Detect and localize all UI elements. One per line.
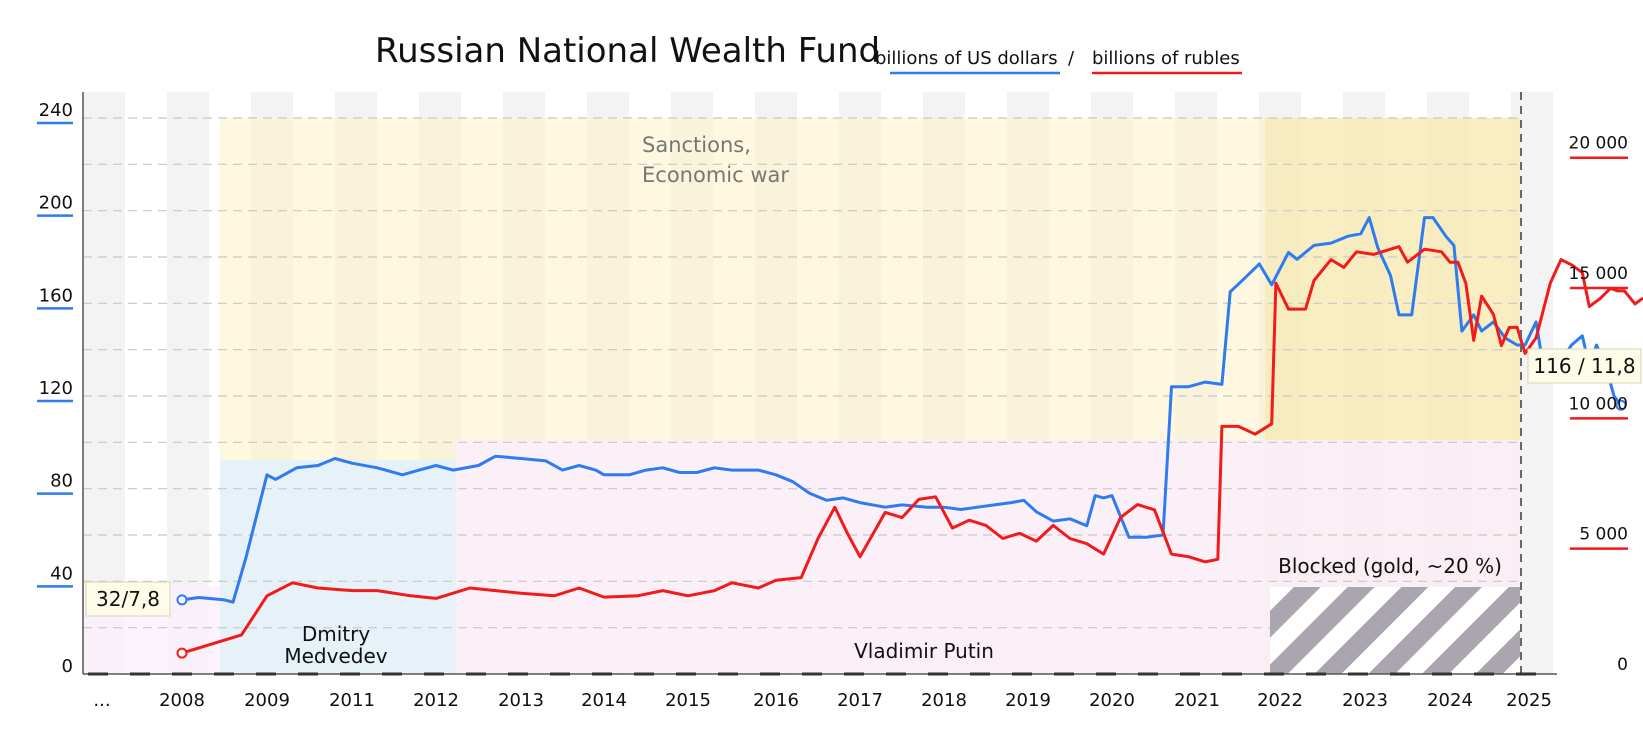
- x-tick-label: 2023: [1342, 690, 1388, 711]
- y-left-tick-label: 240: [39, 100, 73, 121]
- x-tick-label: 2013: [498, 690, 544, 711]
- x-tick-label: 2012: [413, 690, 459, 711]
- x-tick-label: 2021: [1174, 690, 1220, 711]
- background-band: [167, 92, 209, 674]
- usd-series-line: [181, 216, 1623, 604]
- x-tick-label: 2025: [1506, 690, 1552, 711]
- axis-labels: 0 40 80 120 160 200 240 0 5 000 10 000 15 000 20 00…: [37, 100, 1628, 711]
- axes: [82, 92, 1557, 676]
- putin-label: Vladimir Putin: [854, 639, 994, 663]
- blocked-hatch-region: [1270, 587, 1520, 674]
- sanctions-label: Sanctions,: [642, 133, 751, 157]
- x-tick-label: 2019: [1005, 690, 1051, 711]
- series-end-marker: [1615, 399, 1627, 411]
- y-right-tick-label: 10 000: [1569, 394, 1628, 414]
- y-left-tick-label: 120: [39, 378, 73, 399]
- x-tick-label: 2008: [159, 690, 205, 711]
- x-tick-label: 2018: [921, 690, 967, 711]
- annotations: 32/7,8 116 / 11,8 Sanctions, Economic war Dm…: [85, 133, 1642, 668]
- y-left-tick-label: 40: [50, 563, 73, 584]
- y-left-tick-label: 0: [62, 656, 73, 677]
- end-value-label: 116 / 11,8: [1533, 354, 1635, 378]
- medvedev-shading: [220, 460, 456, 674]
- x-tick-label: 2015: [665, 690, 711, 711]
- y-left-tick-label: 160: [39, 285, 73, 306]
- y-left-tick-label: 200: [39, 193, 73, 214]
- subtitle-rub: billions of rubles: [1092, 48, 1240, 69]
- x-tick-label: 2011: [329, 690, 375, 711]
- subtitle-usd: billions of US dollars: [875, 48, 1058, 69]
- x-tick-label: 2009: [244, 690, 290, 711]
- series-start-marker: [176, 594, 188, 606]
- x-tick-label: ...: [93, 690, 110, 711]
- chart-title: Russian National Wealth Fund: [375, 31, 880, 71]
- sanctions-label: Economic war: [642, 163, 789, 187]
- end-value-label-box: [1527, 348, 1642, 384]
- y-right-tick-label: 20 000: [1569, 134, 1628, 154]
- start-value-label: 32/7,8: [96, 587, 160, 611]
- blocked-region: [1270, 587, 1520, 674]
- series-start-marker: [176, 647, 188, 659]
- x-tick-label: 2024: [1427, 690, 1473, 711]
- start-value-label-box: [85, 581, 171, 617]
- x-tick-label: 2022: [1257, 690, 1303, 711]
- chart-title-group: Russian National Wealth Fund billions of…: [375, 31, 1242, 75]
- x-tick-label: 2017: [837, 690, 883, 711]
- blocked-label: Blocked (gold, ~20 %): [1278, 554, 1502, 578]
- x-tick-label: 2014: [581, 690, 627, 711]
- medvedev-label: Dmitry: [302, 622, 371, 646]
- y-right-tick-label: 0: [1617, 655, 1628, 675]
- background-band: [83, 92, 125, 674]
- series-lines: [176, 216, 1643, 659]
- rub-series-line: [181, 245, 1643, 655]
- x-tick-label: 2016: [753, 690, 799, 711]
- y-right-tick-label: 5 000: [1579, 525, 1628, 545]
- y-left-tick-label: 80: [50, 471, 73, 492]
- y-right-tick-label: 15 000: [1569, 264, 1628, 284]
- x-tick-label: 2020: [1089, 690, 1135, 711]
- medvedev-label: Medvedev: [284, 644, 387, 668]
- subtitle-separator: /: [1068, 48, 1075, 69]
